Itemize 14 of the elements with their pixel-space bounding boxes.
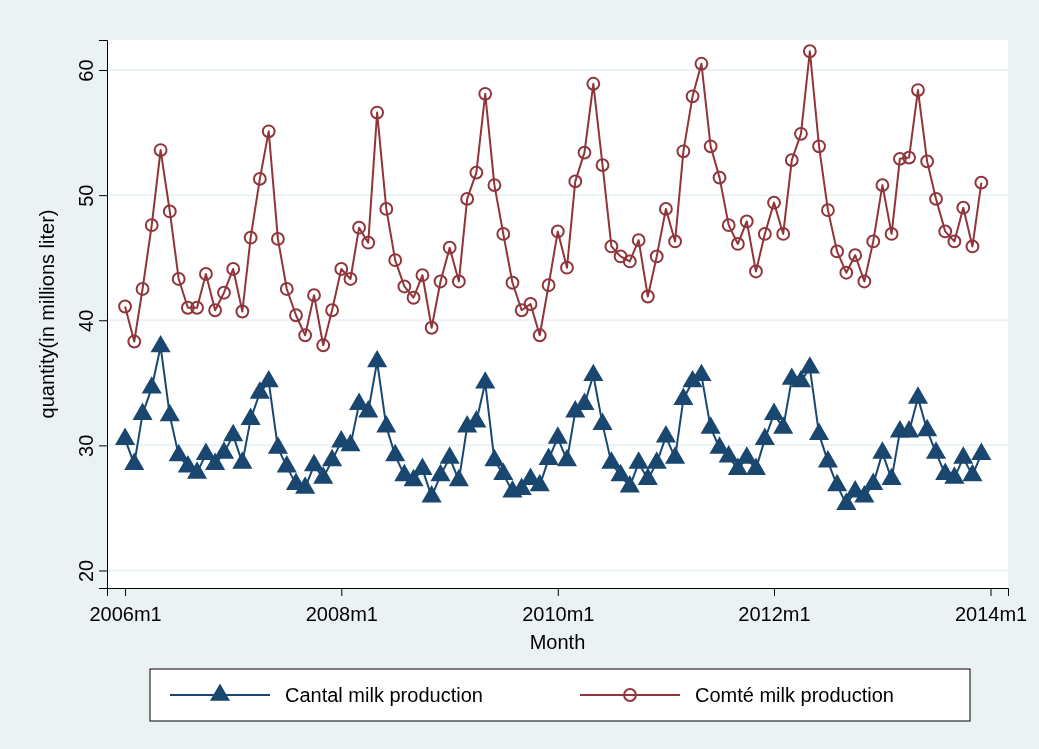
y-axis-title: quantity(in millions liter): [36, 209, 58, 419]
x-tick-label: 2010m1: [522, 603, 595, 625]
y-tick-label: 60: [75, 59, 97, 82]
x-tick-label: 2012m1: [738, 603, 811, 625]
y-tick-label: 20: [75, 559, 97, 583]
y-tick-label: 40: [75, 309, 97, 332]
x-tick-label: 2014m1: [954, 603, 1028, 625]
legend-label: Cantal milk production: [285, 684, 483, 706]
x-tick-label: 2006m1: [89, 603, 162, 625]
x-axis-title: Month: [529, 631, 586, 653]
y-tick-label: 30: [75, 434, 97, 457]
x-tick-label: 2008m1: [305, 603, 378, 625]
y-tick-label: 50: [75, 184, 97, 207]
legend-label: Comté milk production: [695, 684, 894, 706]
